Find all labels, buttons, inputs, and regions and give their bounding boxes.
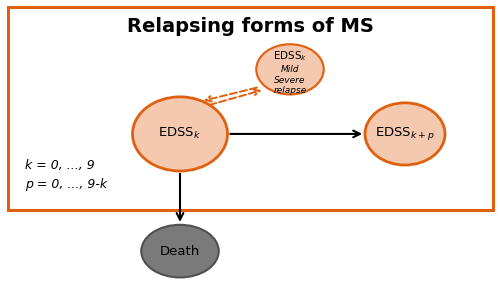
- Text: k = 0, ..., 9: k = 0, ..., 9: [25, 158, 95, 172]
- Text: EDSS$_k$: EDSS$_k$: [273, 50, 307, 63]
- Text: EDSS$_k$: EDSS$_k$: [158, 126, 202, 141]
- Text: EDSS$_{k+p}$: EDSS$_{k+p}$: [375, 125, 435, 142]
- Ellipse shape: [256, 44, 324, 94]
- Text: Relapsing forms of MS: Relapsing forms of MS: [126, 17, 374, 36]
- Text: relapse: relapse: [274, 86, 306, 95]
- Text: Mild: Mild: [281, 65, 299, 74]
- Text: Severe: Severe: [274, 76, 306, 85]
- Ellipse shape: [142, 225, 219, 278]
- Ellipse shape: [365, 103, 445, 165]
- Text: p = 0, ..., 9-k: p = 0, ..., 9-k: [25, 178, 107, 191]
- Ellipse shape: [132, 97, 228, 171]
- Text: Death: Death: [160, 245, 200, 258]
